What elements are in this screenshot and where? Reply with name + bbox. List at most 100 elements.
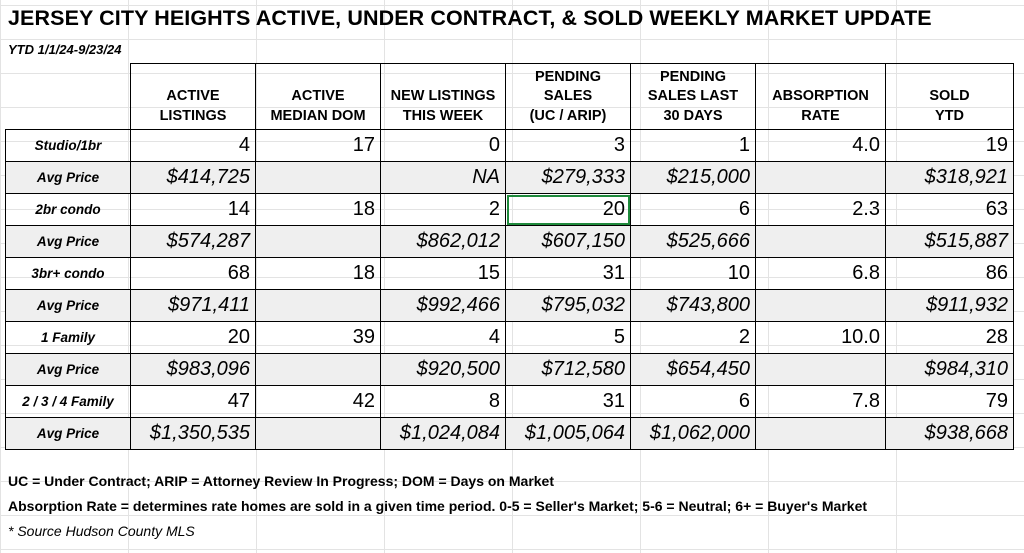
avg-price-cell[interactable]: $515,887 — [885, 225, 1014, 258]
count-cell[interactable]: 14 — [130, 193, 256, 226]
avg-price-cell[interactable]: $1,024,084 — [380, 417, 506, 450]
avg-price-cell[interactable]: $318,921 — [885, 161, 1014, 194]
count-cell[interactable]: 15 — [380, 257, 506, 290]
header-new-listings[interactable]: NEW LISTINGS THIS WEEK — [380, 63, 506, 130]
avg-price-cell[interactable]: $983,096 — [130, 353, 256, 386]
count-cell[interactable]: 68 — [130, 257, 256, 290]
table-row: Studio/1br 4 17 0 3 1 4.0 19 — [5, 129, 1014, 162]
count-cell[interactable]: 6.8 — [755, 257, 886, 290]
avg-price-cell[interactable] — [755, 225, 886, 258]
ytd-date-range: YTD 1/1/24-9/23/24 — [8, 42, 122, 57]
avg-price-cell[interactable]: $911,932 — [885, 289, 1014, 322]
table-row: Avg Price $414,725 NA $279,333 $215,000 $318,… — [5, 161, 1014, 194]
avg-price-cell[interactable]: $525,666 — [630, 225, 756, 258]
count-cell[interactable]: 2.3 — [755, 193, 886, 226]
avg-price-cell[interactable]: NA — [380, 161, 506, 194]
avg-price-cell[interactable] — [255, 417, 381, 450]
count-cell[interactable]: 4 — [380, 321, 506, 354]
count-cell[interactable]: 28 — [885, 321, 1014, 354]
count-cell[interactable]: 6 — [630, 385, 756, 418]
table-row: Avg Price $1,350,535 $1,024,084 $1,005,064 $… — [5, 417, 1014, 450]
count-cell[interactable]: 10.0 — [755, 321, 886, 354]
header-pending-sales[interactable]: PENDING SALES (UC / ARIP) — [505, 63, 631, 130]
row-label-cell[interactable]: Avg Price — [5, 161, 131, 194]
table-row: Avg Price $971,411 $992,466 $795,032 $743,80… — [5, 289, 1014, 322]
avg-price-cell[interactable]: $1,005,064 — [505, 417, 631, 450]
row-label-cell[interactable]: Avg Price — [5, 289, 131, 322]
avg-price-cell[interactable] — [255, 225, 381, 258]
count-cell[interactable]: 63 — [885, 193, 1014, 226]
avg-price-cell[interactable]: $712,580 — [505, 353, 631, 386]
avg-price-cell[interactable] — [755, 353, 886, 386]
table-row: Avg Price $983,096 $920,500 $712,580 $654,45… — [5, 353, 1014, 386]
count-cell[interactable]: 18 — [255, 193, 381, 226]
source-note: * Source Hudson County MLS — [8, 523, 195, 539]
count-cell[interactable]: 42 — [255, 385, 381, 418]
count-cell[interactable]: 0 — [380, 129, 506, 162]
avg-price-cell[interactable]: $215,000 — [630, 161, 756, 194]
row-label-cell[interactable]: Studio/1br — [5, 129, 131, 162]
avg-price-cell[interactable]: $607,150 — [505, 225, 631, 258]
avg-price-cell[interactable]: $574,287 — [130, 225, 256, 258]
count-cell[interactable]: 3 — [505, 129, 631, 162]
count-cell[interactable]: 4.0 — [755, 129, 886, 162]
market-table: ACTIVE LISTINGS ACTIVE MEDIAN DOM NEW LIST… — [5, 63, 1014, 450]
row-label-cell[interactable]: Avg Price — [5, 225, 131, 258]
avg-price-cell[interactable]: $414,725 — [130, 161, 256, 194]
count-cell[interactable]: 7.8 — [755, 385, 886, 418]
count-cell[interactable]: 47 — [130, 385, 256, 418]
count-cell[interactable]: 4 — [130, 129, 256, 162]
avg-price-cell[interactable]: $992,466 — [380, 289, 506, 322]
avg-price-cell[interactable]: $1,350,535 — [130, 417, 256, 450]
avg-price-cell[interactable]: $1,062,000 — [630, 417, 756, 450]
avg-price-cell[interactable] — [755, 161, 886, 194]
avg-price-cell[interactable]: $984,310 — [885, 353, 1014, 386]
count-cell[interactable]: 19 — [885, 129, 1014, 162]
header-corner-cell[interactable] — [5, 63, 131, 130]
count-cell[interactable]: 8 — [380, 385, 506, 418]
avg-price-cell[interactable] — [255, 353, 381, 386]
avg-price-cell[interactable] — [255, 161, 381, 194]
header-sold-ytd[interactable]: SOLD YTD — [885, 63, 1014, 130]
row-label-cell[interactable]: 2br condo — [5, 193, 131, 226]
header-active-median-dom[interactable]: ACTIVE MEDIAN DOM — [255, 63, 381, 130]
avg-price-cell[interactable] — [255, 289, 381, 322]
avg-price-cell[interactable]: $971,411 — [130, 289, 256, 322]
count-cell[interactable]: 2 — [630, 321, 756, 354]
avg-price-cell[interactable] — [755, 289, 886, 322]
count-cell[interactable]: 20 — [505, 193, 631, 226]
table-row: 2 / 3 / 4 Family 47 42 8 31 6 7.8 79 — [5, 385, 1014, 418]
count-cell[interactable]: 39 — [255, 321, 381, 354]
count-cell[interactable]: 31 — [505, 385, 631, 418]
count-cell[interactable]: 2 — [380, 193, 506, 226]
row-label-cell[interactable]: 1 Family — [5, 321, 131, 354]
header-pending-sales-30-days[interactable]: PENDING SALES LAST 30 DAYS — [630, 63, 756, 130]
count-cell[interactable]: 17 — [255, 129, 381, 162]
count-cell[interactable]: 79 — [885, 385, 1014, 418]
avg-price-cell[interactable] — [755, 417, 886, 450]
avg-price-cell[interactable]: $743,800 — [630, 289, 756, 322]
table-row: 1 Family 20 39 4 5 2 10.0 28 — [5, 321, 1014, 354]
table-row: 2br condo 14 18 2 20 6 2.3 63 — [5, 193, 1014, 226]
table-row: 3br+ condo 68 18 15 31 10 6.8 86 — [5, 257, 1014, 290]
header-absorption-rate[interactable]: ABSORPTION RATE — [755, 63, 886, 130]
count-cell[interactable]: 6 — [630, 193, 756, 226]
count-cell[interactable]: 5 — [505, 321, 631, 354]
avg-price-cell[interactable]: $938,668 — [885, 417, 1014, 450]
count-cell[interactable]: 31 — [505, 257, 631, 290]
row-label-cell[interactable]: 3br+ condo — [5, 257, 131, 290]
header-active-listings[interactable]: ACTIVE LISTINGS — [130, 63, 256, 130]
count-cell[interactable]: 20 — [130, 321, 256, 354]
row-label-cell[interactable]: 2 / 3 / 4 Family — [5, 385, 131, 418]
avg-price-cell[interactable]: $654,450 — [630, 353, 756, 386]
avg-price-cell[interactable]: $920,500 — [380, 353, 506, 386]
avg-price-cell[interactable]: $279,333 — [505, 161, 631, 194]
count-cell[interactable]: 10 — [630, 257, 756, 290]
row-label-cell[interactable]: Avg Price — [5, 353, 131, 386]
avg-price-cell[interactable]: $862,012 — [380, 225, 506, 258]
row-label-cell[interactable]: Avg Price — [5, 417, 131, 450]
avg-price-cell[interactable]: $795,032 — [505, 289, 631, 322]
count-cell[interactable]: 18 — [255, 257, 381, 290]
count-cell[interactable]: 1 — [630, 129, 756, 162]
count-cell[interactable]: 86 — [885, 257, 1014, 290]
